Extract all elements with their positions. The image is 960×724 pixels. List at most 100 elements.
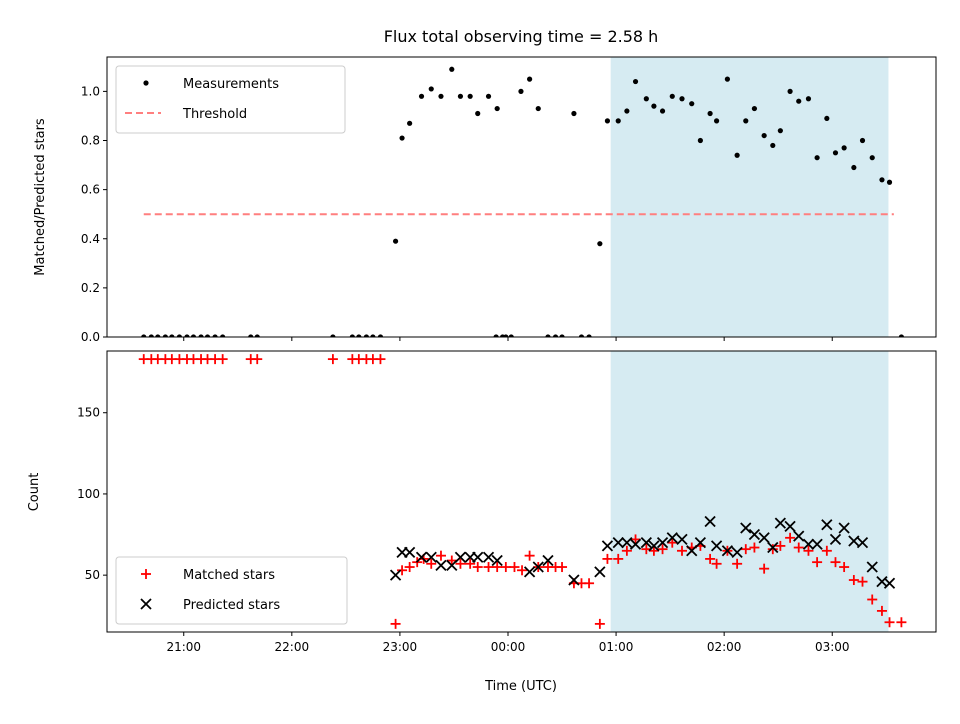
data-point (751, 105, 758, 112)
data-point (669, 93, 675, 99)
data-point (518, 88, 524, 94)
data-point (457, 93, 464, 99)
data-point (640, 537, 652, 549)
data-point (252, 354, 263, 365)
x-tick-label: 00:00 (491, 640, 526, 654)
data-point (785, 532, 796, 543)
series-predicted-stars (389, 515, 896, 589)
data-point (732, 558, 743, 569)
data-point (349, 334, 355, 337)
data-point (832, 150, 839, 156)
data-point (704, 515, 716, 528)
data-point (705, 553, 716, 564)
data-point (494, 105, 500, 112)
data-point (803, 545, 814, 556)
data-point (435, 559, 447, 572)
data-point (584, 578, 595, 589)
data-point (630, 534, 641, 545)
data-point (774, 517, 786, 529)
x-tick-label: 21:00 (166, 640, 201, 654)
data-point (407, 120, 413, 126)
data-point (821, 519, 833, 531)
data-point (770, 142, 776, 149)
data-point (499, 334, 506, 337)
top-panel: 0.0 0.2 0.4 0.6 0.8 1.0 Measurements Threshold (81, 56, 937, 344)
data-point (775, 540, 786, 551)
data-point (767, 541, 779, 554)
data-point (848, 575, 859, 586)
data-point (454, 551, 467, 563)
data-point (198, 334, 204, 337)
y-tick-label: 50 (85, 568, 100, 582)
data-point (749, 542, 760, 553)
data-point (176, 334, 183, 337)
data-point (446, 559, 458, 572)
data-point (838, 522, 850, 534)
data-point (155, 334, 161, 337)
data-point (377, 334, 384, 337)
data-point (767, 544, 778, 555)
data-point (594, 566, 606, 578)
chart-title: Flux total observing time = 2.58 h (384, 27, 659, 46)
data-point (597, 241, 603, 247)
data-point (876, 605, 887, 616)
data-point (777, 128, 783, 134)
legend-item: Matched stars (141, 568, 275, 583)
data-point (465, 558, 476, 569)
data-point (648, 545, 659, 556)
y-tick-label: 0.8 (81, 134, 100, 148)
data-point (694, 537, 707, 549)
data-point (667, 537, 678, 548)
data-point (759, 563, 770, 574)
data-point (621, 545, 632, 556)
data-point (829, 533, 842, 546)
data-point (787, 88, 793, 94)
data-point (446, 555, 457, 566)
series-measurements (141, 66, 905, 337)
data-point (851, 164, 857, 171)
data-point (758, 532, 770, 544)
data-point (612, 537, 624, 549)
data-point (545, 334, 551, 337)
data-point (857, 576, 868, 587)
data-point (711, 558, 722, 569)
data-point (392, 238, 399, 244)
data-point (883, 577, 896, 589)
data-point (148, 334, 154, 337)
data-point (796, 98, 802, 104)
data-point (435, 550, 446, 561)
data-point (524, 550, 535, 561)
data-point (532, 561, 544, 573)
shaded-region (610, 57, 889, 337)
data-point (578, 334, 585, 337)
data-point (734, 152, 740, 158)
x-tick-label: 03:00 (815, 640, 850, 654)
data-point (403, 546, 416, 559)
data-point (217, 354, 228, 365)
data-point (632, 78, 639, 85)
data-point (327, 354, 338, 365)
data-point (848, 535, 860, 547)
legend-item: Measurements (143, 77, 279, 92)
data-point (643, 96, 649, 102)
data-point (710, 540, 723, 552)
x-axis-label: Time (UTC) (484, 679, 557, 694)
data-point (467, 93, 473, 99)
data-point (330, 334, 336, 337)
data-point (677, 545, 688, 556)
data-point (821, 545, 832, 556)
data-point (475, 110, 481, 117)
data-point (689, 101, 695, 107)
data-point (686, 545, 698, 557)
data-point (657, 544, 668, 555)
data-point (356, 334, 362, 337)
data-point (552, 334, 559, 337)
data-point (824, 115, 830, 122)
data-point (404, 562, 415, 573)
data-point (449, 66, 455, 72)
data-point (438, 93, 444, 99)
legend-label: Threshold (182, 107, 247, 122)
data-point (425, 551, 437, 563)
data-point (613, 553, 624, 564)
data-point (428, 86, 434, 92)
